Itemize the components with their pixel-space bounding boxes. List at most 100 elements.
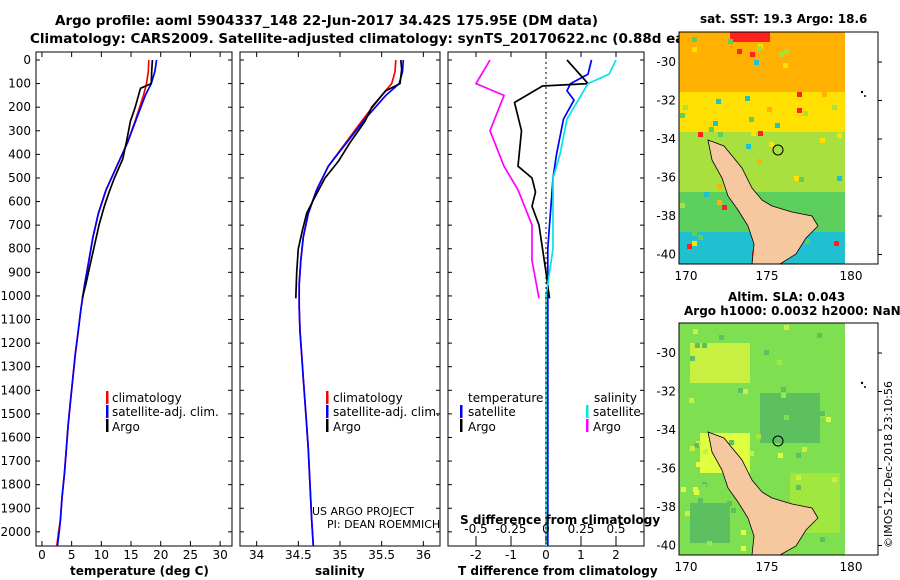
field-pixel	[784, 325, 789, 330]
field-pixel	[791, 327, 796, 332]
field-pixel	[797, 108, 802, 113]
field-pixel	[709, 127, 714, 132]
depth-tick-label: 1200	[0, 336, 31, 350]
lon-label: 170	[675, 269, 698, 283]
field-pixel	[723, 489, 728, 494]
depth-axis: 0 100 200 300 400 500 600 700 800 900 1000 1100 1200…	[0, 53, 232, 539]
sal-legend-swatch-argo	[326, 419, 329, 432]
lon-label: 180	[840, 560, 863, 574]
x-tick-label: 34	[249, 548, 264, 562]
sst-map-panel: sat. SST: 19.3 Argo: 18.6 -30-32-34-36-3…	[656, 12, 882, 283]
diff-legend-swatch-t-sat	[460, 405, 463, 418]
depth-tick-label: 900	[8, 265, 31, 279]
figure-title-line2: Climatology: CARS2009. Satellite-adjuste…	[30, 31, 722, 47]
series-line-argo	[81, 59, 154, 299]
temperature-plot-frame	[35, 51, 233, 547]
field-pixel	[689, 398, 694, 403]
depth-tick-label: 200	[8, 100, 31, 114]
field-pixel	[805, 239, 810, 244]
x-tick-label: 2	[612, 548, 620, 562]
sal-legend-label-argo: Argo	[333, 420, 361, 434]
lat-label: -36	[656, 462, 676, 476]
x-tick-label: 34.5	[285, 548, 312, 562]
sst-latitude-labels: -30 -32 -34 -36 -38 -40	[656, 55, 882, 262]
x-tick-label: 25	[183, 548, 198, 562]
salinity-series	[294, 59, 405, 547]
s-difference-axis-title: S difference from climatology	[460, 513, 660, 527]
diff-legend-t-sat: satellite	[468, 405, 516, 419]
field-pixel	[803, 111, 808, 116]
field-pixel	[702, 343, 707, 348]
diff-legend-swatch-s-sat	[586, 405, 589, 418]
field-pixel	[824, 151, 829, 156]
field-pixel	[768, 363, 773, 368]
lat-label: -40	[656, 539, 676, 553]
sla-island-dot	[864, 386, 866, 388]
sla-map-panel: Altim. SLA: 0.043 Argo h1000: 0.0032 h20…	[656, 290, 900, 574]
field-pixel	[729, 440, 734, 445]
depth-tick-label: 1000	[0, 289, 31, 303]
temperature-legend: climatology satellite-adj. clim. Argo	[106, 391, 219, 434]
sla-new-zealand-land	[707, 431, 819, 556]
s-tick-label: 0.25	[568, 522, 595, 536]
lat-label: -36	[656, 171, 676, 185]
depth-tick-label: 1800	[0, 478, 31, 492]
depth-tick-label: 1900	[0, 501, 31, 515]
field-pixel	[738, 388, 743, 393]
field-pixel	[826, 417, 831, 422]
field-pixel	[749, 451, 754, 456]
difference-legend: temperature satellite Argo salinity sate…	[460, 391, 641, 434]
lat-label: -34	[656, 132, 676, 146]
x-tick-label: 35.5	[368, 548, 395, 562]
legend-label-argo: Argo	[112, 420, 140, 434]
depth-tick-label: 600	[8, 195, 31, 209]
field-pixel	[692, 231, 697, 236]
sst-island-dot	[864, 95, 866, 97]
x-tick-label: 35	[332, 548, 347, 562]
field-pixel	[800, 352, 805, 357]
temperature-panel: 0100200300400500600700800900100011001200…	[0, 51, 233, 578]
field-pixel	[737, 49, 742, 54]
depth-tick-label: 100	[8, 77, 31, 91]
depth-tick-label: 1600	[0, 430, 31, 444]
field-pixel	[692, 47, 697, 52]
field-pixel	[681, 487, 686, 492]
sla-longitude-labels: 170 175 180	[675, 560, 863, 574]
field-pixel	[786, 95, 791, 100]
credit-line2: PI: DEAN ROEMMICH	[327, 518, 440, 531]
difference-depth-ticks	[448, 59, 644, 533]
field-pixel	[698, 235, 703, 240]
lat-label: -32	[656, 94, 676, 108]
field-pixel	[685, 511, 690, 516]
sst-new-zealand-land	[707, 139, 819, 265]
sla-map-title2: Argo h1000: 0.0032 h2000: NaN	[684, 304, 900, 318]
field-pixel	[695, 343, 700, 348]
lat-label: -34	[656, 423, 676, 437]
field-pixel	[694, 443, 699, 448]
salinity-plot-frame	[239, 51, 441, 547]
field-pixel	[703, 449, 708, 454]
x-tick-label: 36	[416, 548, 431, 562]
field-pixel	[837, 133, 842, 138]
sla-map-frame	[678, 322, 879, 556]
field-pixel	[701, 484, 706, 489]
field-pixel	[718, 132, 723, 137]
field-pixel	[716, 99, 721, 104]
credit-line1: US ARGO PROJECT	[312, 505, 414, 518]
salinity-panel: 34 34.5 35 35.5 36 salinity climatology sate…	[239, 51, 441, 578]
field-pixel	[767, 107, 772, 112]
s-difference-ticks: -0.5 -0.25 0 0.25 0.5	[464, 522, 626, 541]
depth-tick-label: 1100	[0, 313, 31, 327]
salinity-legend: climatology satellite-adj. clim. Argo	[326, 391, 440, 434]
s-tick-label: -0.5	[464, 522, 487, 536]
lat-label: -32	[656, 385, 676, 399]
field-pixel	[764, 350, 769, 355]
field-pixel	[701, 69, 706, 74]
series-line-s-satellite	[545, 59, 617, 546]
sst-argo-position-marker	[772, 144, 784, 156]
field-pixel	[797, 92, 802, 97]
diff-legend-swatch-s-argo	[586, 419, 589, 432]
field-block	[760, 393, 820, 443]
field-pixel	[693, 487, 698, 492]
field-pixel	[758, 131, 763, 136]
